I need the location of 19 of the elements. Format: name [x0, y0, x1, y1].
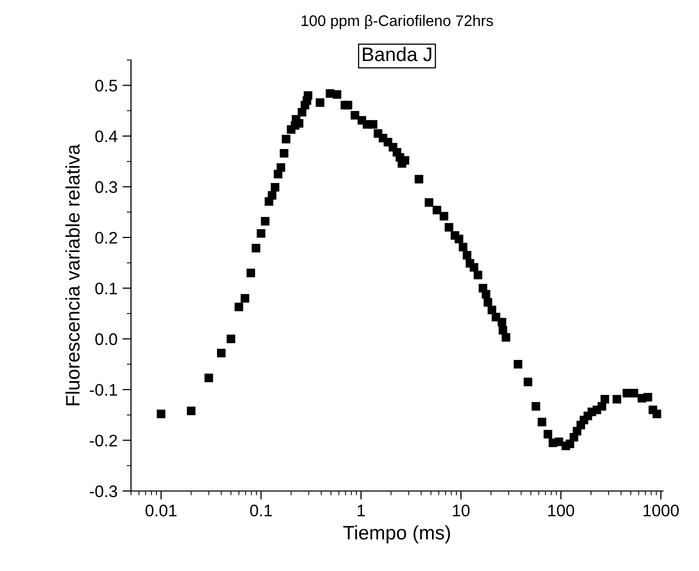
x-tick-label: 0.01: [146, 504, 176, 516]
x-tick-label: 0.1: [250, 504, 272, 516]
annotation: Banda J: [362, 46, 432, 62]
y-tick-label: 0.2: [95, 232, 117, 244]
x-tick-label: 1000: [644, 504, 679, 516]
chart-title: 100 ppm β-Cariofileno 72hrs: [302, 14, 493, 30]
y-tick-label: 0.4: [95, 130, 118, 142]
y-tick-label: -0.2: [90, 434, 117, 446]
x-tick-label: 100: [548, 504, 574, 516]
y-tick-label: 0.0: [95, 333, 118, 346]
y-tick-label: 0.5: [95, 80, 118, 92]
x-tick-label: 1: [358, 504, 365, 516]
y-tick-label: -0.3: [90, 485, 118, 498]
x-tick-label: 10: [452, 504, 470, 516]
y-tick-label: 0.1: [95, 282, 117, 294]
x-axis-title: Tiempo (ms): [343, 525, 450, 544]
y-tick-label: 0.3: [95, 181, 118, 193]
y-tick-label: -0.1: [90, 384, 117, 396]
y-axis-title: Fluorescencia variable relativa: [65, 144, 80, 406]
